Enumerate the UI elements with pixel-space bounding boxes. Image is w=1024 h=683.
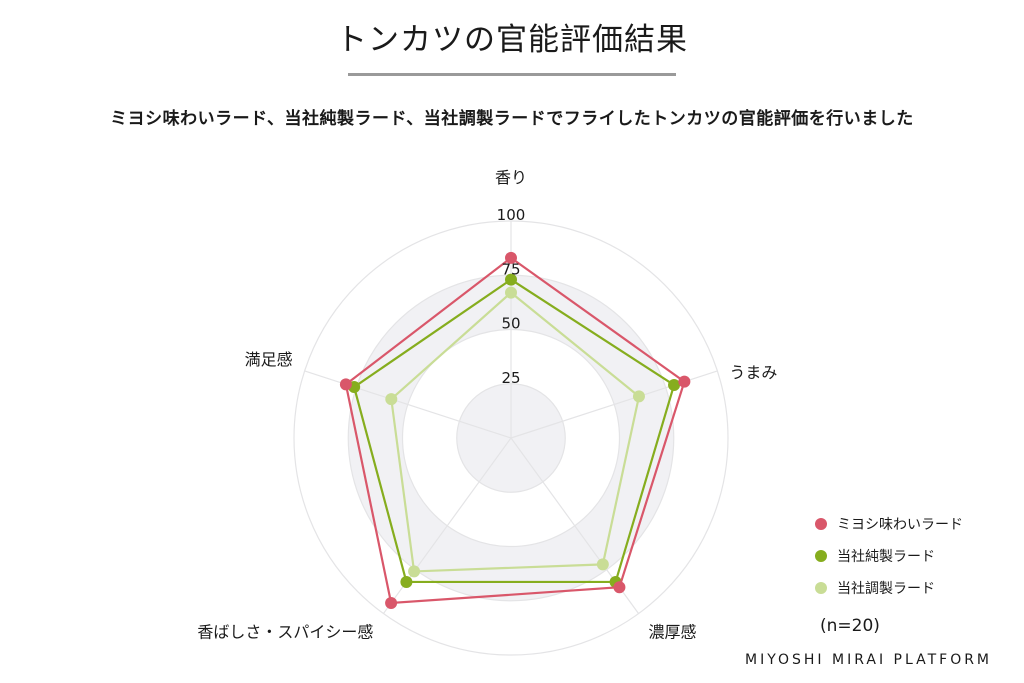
data-point-s1-1 xyxy=(505,251,517,264)
data-point-s3-2 xyxy=(632,390,645,403)
tick-label-100: 100 xyxy=(497,206,526,224)
data-point-s2-1 xyxy=(505,273,517,286)
data-point-s3-3 xyxy=(596,558,609,571)
legend-label-1: ミヨシ味わいラード xyxy=(837,517,963,533)
legend-swatch-3 xyxy=(815,582,827,594)
brand-footer: MIYOSHI MIRAI PLATFORM xyxy=(745,652,993,668)
data-point-s1-2 xyxy=(678,375,691,388)
data-point-s3-5 xyxy=(385,393,398,406)
data-point-s1-5 xyxy=(339,378,352,391)
title-underline xyxy=(348,73,676,76)
data-point-s2-4 xyxy=(400,575,413,588)
sample-size-note: (n=20) xyxy=(820,616,880,636)
axis-label-3: 濃厚感 xyxy=(649,623,697,642)
series-line-1 xyxy=(344,256,686,605)
tick-label-75: 75 xyxy=(501,260,520,278)
axis-label-2: うまみ xyxy=(729,363,777,382)
data-point-s1-4 xyxy=(385,597,398,610)
chart-title: トンカツの官能評価結果 xyxy=(336,22,688,58)
legend-item-1: ミヨシ味わいラード xyxy=(815,508,963,540)
chart-subtitle: ミヨシ味わいラード、当社純製ラード、当社調製ラードでフライしたトンカツの官能評価… xyxy=(110,109,914,129)
data-point-s1-3 xyxy=(613,581,626,594)
legend-item-3: 当社調製ラード xyxy=(815,572,963,604)
legend-label-3: 当社調製ラード xyxy=(837,581,935,597)
axis-label-5: 満足感 xyxy=(245,350,293,369)
axis-label-4: 香ばしさ・スパイシー感 xyxy=(197,623,373,642)
legend: ミヨシ味わいラード 当社純製ラード 当社調製ラード xyxy=(815,508,963,604)
legend-swatch-1 xyxy=(815,518,827,530)
legend-swatch-2 xyxy=(815,550,827,562)
data-point-s3-4 xyxy=(408,565,421,578)
axis-spoke-5 xyxy=(304,370,512,439)
data-point-s3-1 xyxy=(505,286,517,299)
legend-label-2: 当社純製ラード xyxy=(837,549,935,565)
series-line-2 xyxy=(352,278,676,584)
data-point-s2-2 xyxy=(668,379,681,392)
tick-label-25: 25 xyxy=(501,369,520,387)
tick-label-50: 50 xyxy=(501,315,520,333)
legend-item-2: 当社純製ラード xyxy=(815,540,963,572)
series-line-3 xyxy=(390,291,641,573)
axis-label-1: 香り xyxy=(495,168,527,187)
